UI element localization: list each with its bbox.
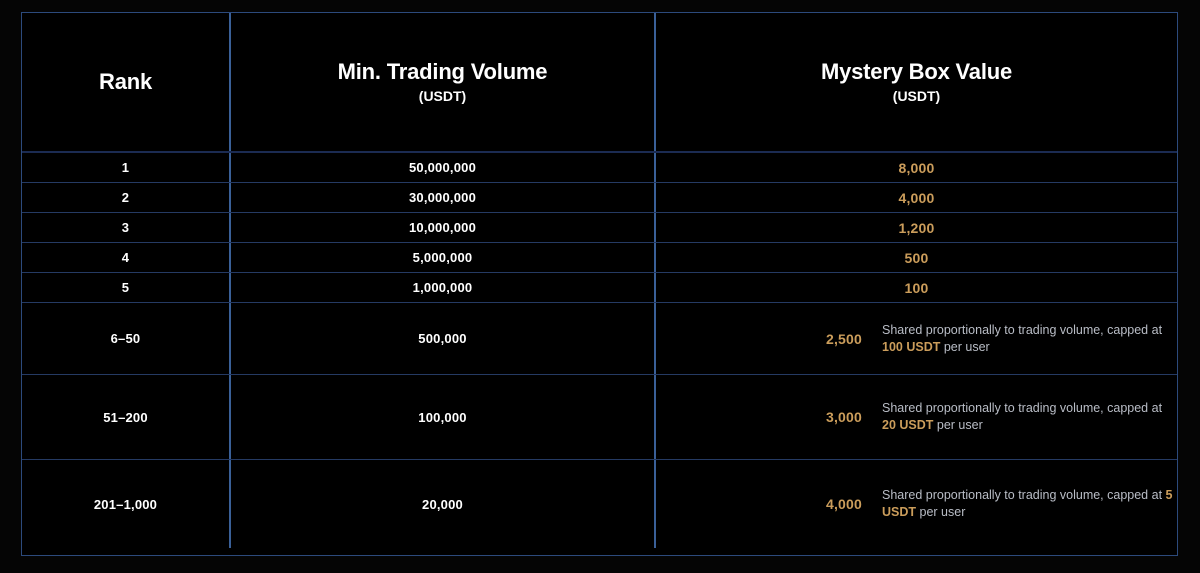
cell-rank: 1: [22, 153, 229, 182]
header-volume-unit: (USDT): [418, 88, 467, 105]
note-suffix: per user: [940, 339, 990, 354]
mystery-box-value: 100: [904, 279, 929, 296]
cell-volume: 500,000: [229, 303, 654, 374]
table-row: 2 30,000,000 4,000: [22, 183, 1177, 213]
note-prefix: Shared proportionally to trading volume,…: [882, 488, 1166, 503]
volume-value: 500,000: [418, 331, 467, 346]
volume-value: 20,000: [422, 496, 463, 512]
note-prefix: Shared proportionally to trading volume,…: [882, 401, 1163, 416]
mystery-box-value: 4,000: [825, 496, 862, 512]
mystery-box-value-wrap: 2,500: [656, 331, 874, 347]
cell-mystery-box: 100: [654, 273, 1177, 302]
header-mystery-unit: (USDT): [892, 88, 941, 105]
table-row: 1 50,000,000 8,000: [22, 153, 1177, 183]
rank-value: 4: [121, 250, 130, 265]
rank-value: 3: [121, 220, 130, 235]
cell-rank: 6–50: [22, 303, 229, 374]
cell-mystery-box: 4,000: [654, 183, 1177, 212]
rank-value: 51–200: [103, 409, 148, 425]
volume-value: 30,000,000: [408, 190, 477, 205]
reward-tier-table: Rank Min. Trading Volume (USDT) Mystery …: [21, 12, 1178, 556]
header-cell-mystery-box: Mystery Box Value (USDT): [654, 13, 1177, 151]
cell-volume: 5,000,000: [229, 243, 654, 272]
cell-volume: 50,000,000: [229, 153, 654, 182]
volume-value: 1,000,000: [412, 280, 473, 295]
note-cap-amount: 20 USDT: [882, 418, 934, 432]
cell-rank: 5: [22, 273, 229, 302]
cell-rank: 4: [22, 243, 229, 272]
mystery-box-value: 500: [904, 249, 929, 266]
table-row: 3 10,000,000 1,200: [22, 213, 1177, 243]
cell-volume: 30,000,000: [229, 183, 654, 212]
mystery-box-value: 8,000: [898, 159, 935, 176]
mystery-box-value: 2,500: [825, 330, 862, 347]
cell-mystery-box: 500: [654, 243, 1177, 272]
note-cap-amount: 5 USDT: [882, 488, 1173, 519]
table-row: 6–50 500,000 2,500 Shared proportionally…: [22, 303, 1177, 375]
header-mystery-title: Mystery Box Value: [820, 58, 1013, 84]
header-volume-title: Min. Trading Volume: [337, 58, 548, 84]
rank-value: 2: [121, 190, 130, 205]
volume-value: 5,000,000: [412, 250, 473, 265]
cell-mystery-box: 3,000 Shared proportionally to trading v…: [654, 375, 1177, 459]
cell-volume: 1,000,000: [229, 273, 654, 302]
cell-volume: 20,000: [229, 460, 654, 548]
note-cap-amount: 100 USDT: [882, 339, 941, 354]
rank-value: 5: [121, 280, 130, 295]
rank-value: 1: [121, 160, 130, 175]
header-rank-title: Rank: [99, 68, 152, 94]
table-header-row: Rank Min. Trading Volume (USDT) Mystery …: [22, 13, 1177, 153]
table-row: 51–200 100,000 3,000 Shared proportional…: [22, 375, 1177, 460]
volume-value: 50,000,000: [408, 160, 477, 175]
header-cell-volume: Min. Trading Volume (USDT): [229, 13, 654, 151]
volume-value: 100,000: [418, 409, 467, 425]
cell-mystery-box: 8,000: [654, 153, 1177, 182]
mystery-box-value-wrap: 4,000: [656, 496, 874, 512]
mystery-box-note: Shared proportionally to trading volume,…: [874, 487, 1177, 521]
cell-rank: 201–1,000: [22, 460, 229, 548]
table-row: 201–1,000 20,000 4,000 Shared proportion…: [22, 460, 1177, 548]
cell-mystery-box: 2,500 Shared proportionally to trading v…: [654, 303, 1177, 374]
volume-value: 10,000,000: [408, 220, 477, 235]
mystery-box-value: 4,000: [898, 189, 935, 206]
cell-rank: 51–200: [22, 375, 229, 459]
note-suffix: per user: [933, 418, 983, 432]
cell-volume: 10,000,000: [229, 213, 654, 242]
cell-mystery-box: 1,200: [654, 213, 1177, 242]
rank-value: 201–1,000: [93, 496, 158, 512]
table-row: 5 1,000,000 100: [22, 273, 1177, 303]
cell-rank: 2: [22, 183, 229, 212]
rank-value: 6–50: [110, 331, 141, 346]
cell-volume: 100,000: [229, 375, 654, 459]
cell-rank: 3: [22, 213, 229, 242]
mystery-box-note: Shared proportionally to trading volume,…: [874, 400, 1177, 434]
header-cell-rank: Rank: [22, 13, 229, 151]
mystery-box-value: 1,200: [898, 219, 935, 236]
mystery-box-note: Shared proportionally to trading volume,…: [874, 322, 1177, 356]
table-row: 4 5,000,000 500: [22, 243, 1177, 273]
cell-mystery-box: 4,000 Shared proportionally to trading v…: [654, 460, 1177, 548]
note-prefix: Shared proportionally to trading volume,…: [882, 322, 1163, 337]
mystery-box-value-wrap: 3,000: [656, 409, 874, 425]
note-suffix: per user: [916, 505, 966, 519]
mystery-box-value: 3,000: [825, 409, 862, 425]
